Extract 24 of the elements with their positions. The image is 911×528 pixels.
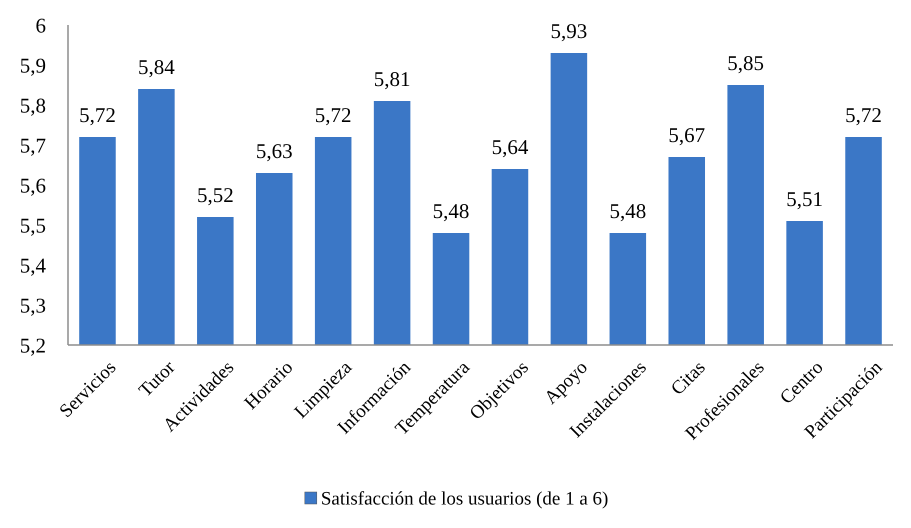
data-label: 5,63 — [256, 139, 293, 163]
y-tick-label: 5,4 — [20, 253, 46, 278]
data-label: 5,72 — [845, 103, 882, 127]
y-tick-label: 5,8 — [20, 93, 46, 118]
data-label: 5,85 — [727, 51, 764, 75]
data-label: 5,48 — [432, 199, 470, 223]
data-label: 5,72 — [79, 103, 116, 127]
data-label: 5,93 — [550, 19, 588, 43]
data-label: 5,52 — [196, 183, 234, 207]
data-label: 5,81 — [374, 67, 410, 91]
data-label: 5,84 — [138, 55, 176, 79]
y-tick-label: 5,7 — [20, 133, 46, 158]
y-tick-label: 6 — [36, 13, 46, 38]
data-label: 5,51 — [786, 187, 823, 211]
y-tick-label: 5,2 — [20, 333, 46, 358]
data-label: 5,64 — [492, 135, 529, 159]
data-label: 5,72 — [314, 103, 352, 127]
data-label: 5,67 — [668, 123, 706, 147]
legend-label: Satisfacción de los usuarios (de 1 a 6) — [320, 488, 608, 510]
y-tick-label: 5,9 — [20, 53, 46, 78]
y-tick-label: 5,5 — [20, 213, 46, 238]
y-tick-label: 5,6 — [20, 173, 46, 198]
y-tick-label: 5,3 — [20, 293, 46, 318]
data-label: 5,48 — [609, 199, 646, 223]
